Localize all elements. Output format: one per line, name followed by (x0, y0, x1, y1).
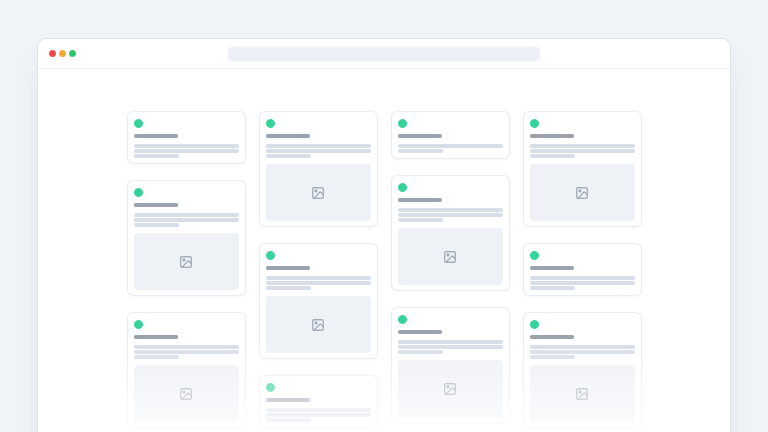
maximize-button[interactable] (69, 50, 76, 57)
skeleton-text-line (397, 213, 503, 217)
feed-column (126, 111, 246, 428)
avatar-dot (529, 251, 539, 260)
feed-card[interactable] (390, 111, 510, 159)
skeleton-text-line (133, 223, 179, 227)
skeleton-text-line (265, 408, 371, 412)
close-button[interactable] (49, 50, 56, 57)
image-placeholder (397, 228, 503, 285)
skeleton-text-line (529, 345, 635, 349)
skeleton-text-line (529, 286, 575, 290)
feed-column (390, 111, 510, 428)
image-icon (312, 186, 324, 199)
feed-column (522, 111, 642, 428)
avatar-dot (265, 119, 275, 128)
image-icon (444, 382, 456, 395)
feed-card[interactable] (258, 375, 378, 428)
skeleton-title-line (133, 335, 178, 339)
skeleton-text-line (397, 345, 503, 349)
image-icon (444, 250, 456, 263)
image-placeholder (265, 164, 371, 221)
skeleton-text-line (265, 286, 311, 290)
skeleton-text-line (133, 218, 239, 222)
skeleton-text-line (133, 154, 179, 158)
skeleton-text-line (265, 276, 371, 280)
image-icon (576, 186, 588, 199)
skeleton-text-line (265, 418, 311, 422)
skeleton-text-line (265, 281, 371, 285)
skeleton-text-line (133, 350, 239, 354)
feed-card[interactable] (258, 243, 378, 359)
feed-card[interactable] (522, 111, 642, 227)
skeleton-text-line (529, 276, 635, 280)
image-placeholder (265, 296, 371, 353)
feed-card[interactable] (390, 307, 510, 423)
skeleton-text-line (133, 355, 179, 359)
skeleton-text-line (397, 149, 443, 153)
skeleton-text-line (397, 340, 503, 344)
skeleton-text-line (265, 413, 371, 417)
address-bar[interactable] (228, 46, 540, 61)
skeleton-title-line (529, 134, 574, 138)
page-content (38, 111, 730, 432)
skeleton-title-line (397, 198, 442, 202)
image-placeholder (529, 164, 635, 221)
avatar-dot (265, 383, 275, 392)
image-placeholder (397, 360, 503, 417)
browser-window (37, 38, 731, 432)
skeleton-title-line (529, 266, 574, 270)
image-icon (180, 387, 192, 400)
avatar-dot (397, 315, 407, 324)
skeleton-text-line (133, 345, 239, 349)
skeleton-title-line (397, 134, 442, 138)
minimize-button[interactable] (59, 50, 66, 57)
avatar-dot (529, 119, 539, 128)
skeleton-title-line (265, 266, 310, 270)
image-placeholder (133, 365, 239, 422)
avatar-dot (529, 320, 539, 329)
skeleton-text-line (397, 144, 503, 148)
skeleton-title-line (265, 398, 310, 402)
skeleton-text-line (397, 350, 443, 354)
image-icon (180, 255, 192, 268)
skeleton-title-line (397, 330, 442, 334)
avatar-dot (133, 188, 143, 197)
skeleton-text-line (529, 149, 635, 153)
skeleton-text-line (397, 208, 503, 212)
skeleton-text-line (133, 144, 239, 148)
feed-card[interactable] (522, 243, 642, 296)
skeleton-title-line (133, 134, 178, 138)
skeleton-text-line (529, 281, 635, 285)
avatar-dot (397, 183, 407, 192)
skeleton-text-line (265, 154, 311, 158)
skeleton-text-line (265, 149, 371, 153)
skeleton-text-line (133, 213, 239, 217)
feed-column (258, 111, 378, 428)
avatar-dot (265, 251, 275, 260)
image-placeholder (529, 365, 635, 422)
skeleton-title-line (133, 203, 178, 207)
skeleton-text-line (265, 144, 371, 148)
feed-card[interactable] (258, 111, 378, 227)
avatar-dot (397, 119, 407, 128)
feed-card[interactable] (126, 111, 246, 164)
image-icon (576, 387, 588, 400)
skeleton-text-line (529, 154, 575, 158)
skeleton-title-line (529, 335, 574, 339)
skeleton-text-line (397, 218, 443, 222)
feed-card[interactable] (390, 175, 510, 291)
skeleton-title-line (265, 134, 310, 138)
skeleton-text-line (529, 144, 635, 148)
feed-card[interactable] (126, 180, 246, 296)
feed-card[interactable] (126, 312, 246, 428)
image-icon (312, 318, 324, 331)
skeleton-text-line (529, 350, 635, 354)
browser-titlebar (38, 39, 730, 69)
image-placeholder (133, 233, 239, 290)
avatar-dot (133, 320, 143, 329)
avatar-dot (133, 119, 143, 128)
feed-card[interactable] (522, 312, 642, 428)
card-grid (126, 111, 642, 428)
skeleton-text-line (529, 355, 575, 359)
skeleton-text-line (133, 149, 239, 153)
